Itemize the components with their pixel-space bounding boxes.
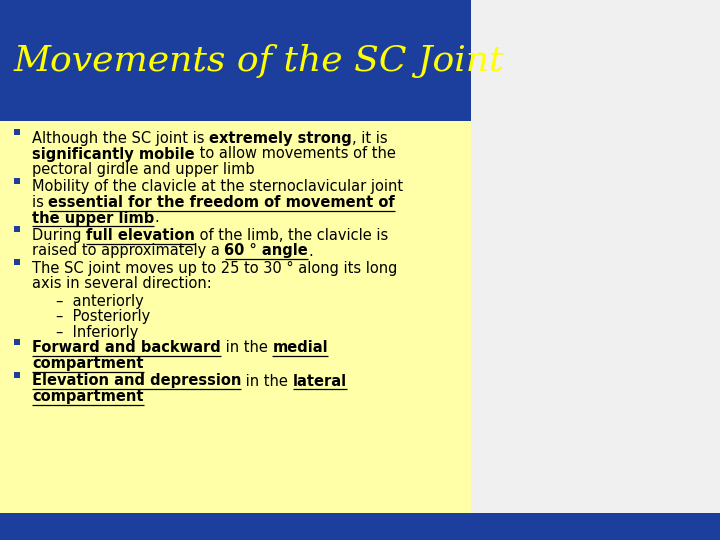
- Text: of the limb, the clavicle is: of the limb, the clavicle is: [195, 228, 388, 243]
- Bar: [14, 339, 20, 345]
- Text: extremely strong: extremely strong: [209, 131, 352, 146]
- Text: is: is: [32, 195, 48, 210]
- Text: to allow movements of the: to allow movements of the: [194, 146, 395, 161]
- Bar: [14, 129, 20, 135]
- Text: .: .: [154, 211, 159, 226]
- Text: .: .: [308, 244, 313, 259]
- Bar: [0, 121, 471, 513]
- Text: Mobility of the clavicle at the sternoclavicular joint: Mobility of the clavicle at the sternocl…: [32, 179, 403, 194]
- Text: During: During: [32, 228, 86, 243]
- Text: full elevation: full elevation: [86, 228, 195, 243]
- Bar: [14, 372, 20, 377]
- Text: –  Posteriorly: – Posteriorly: [56, 309, 150, 325]
- Text: in the: in the: [241, 374, 293, 388]
- Text: 60 ° angle: 60 ° angle: [225, 244, 308, 259]
- Bar: [0, 513, 720, 540]
- Text: compartment: compartment: [32, 356, 143, 371]
- Text: , it is: , it is: [352, 131, 387, 146]
- Text: –  Inferiorly: – Inferiorly: [56, 325, 138, 340]
- Bar: [14, 259, 20, 265]
- Text: axis in several direction:: axis in several direction:: [32, 276, 212, 292]
- Text: essential for the freedom of movement of: essential for the freedom of movement of: [48, 195, 395, 210]
- Text: Movements of the SC Joint: Movements of the SC Joint: [14, 44, 505, 78]
- Text: significantly mobile: significantly mobile: [32, 146, 194, 161]
- Text: in the: in the: [221, 341, 272, 355]
- Bar: [14, 226, 20, 232]
- Text: The SC joint moves up to 25 to 30 ° along its long: The SC joint moves up to 25 to 30 ° alon…: [32, 261, 397, 276]
- Bar: [14, 178, 20, 184]
- Text: medial: medial: [272, 341, 328, 355]
- Text: lateral: lateral: [293, 374, 347, 388]
- Text: the upper limb: the upper limb: [32, 211, 154, 226]
- Text: Elevation and depression: Elevation and depression: [32, 374, 241, 388]
- Text: raised to approximately a: raised to approximately a: [32, 244, 225, 259]
- Text: Forward and backward: Forward and backward: [32, 341, 221, 355]
- Text: Although the SC joint is: Although the SC joint is: [32, 131, 209, 146]
- Bar: [0, 0, 720, 121]
- Text: compartment: compartment: [32, 389, 143, 404]
- Bar: [471, 0, 720, 513]
- Text: –  anteriorly: – anteriorly: [56, 294, 144, 309]
- Text: pectoral girdle and upper limb: pectoral girdle and upper limb: [32, 162, 255, 177]
